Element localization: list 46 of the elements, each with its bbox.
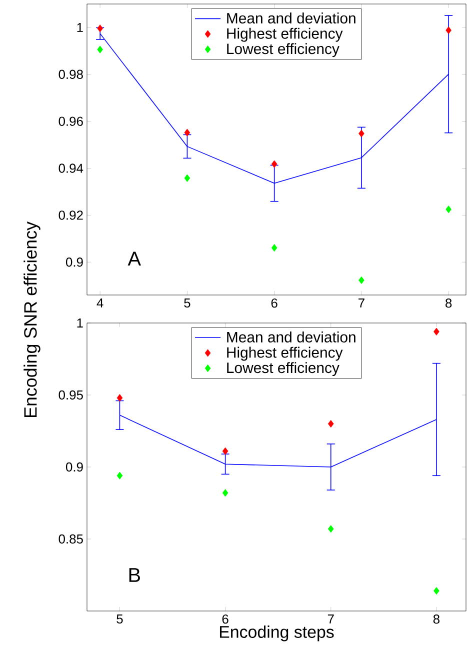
point xyxy=(184,174,190,182)
x-tick-label: 6 xyxy=(271,298,278,308)
x-tick-label: 5 xyxy=(116,614,123,624)
point xyxy=(328,420,334,428)
y-tick-label: 1 xyxy=(77,318,83,328)
point xyxy=(434,587,440,595)
annotation: A xyxy=(128,252,141,266)
point xyxy=(184,128,190,136)
annotation: B xyxy=(129,568,140,582)
legend-label: Lowest efficiency xyxy=(227,43,340,58)
y-tick-label: 0.9 xyxy=(66,258,83,267)
point xyxy=(271,160,278,168)
point xyxy=(271,244,278,252)
y-tick-label: 0.95 xyxy=(58,390,83,400)
point xyxy=(222,447,228,455)
y-tick-label: 0.92 xyxy=(58,210,83,220)
point xyxy=(116,472,123,480)
x-tick-label: 7 xyxy=(358,298,364,308)
legend-label: Lowest efficiency xyxy=(227,362,340,376)
x-tick-label: 4 xyxy=(96,298,104,308)
x-axis-title: Encoding steps xyxy=(220,626,334,642)
point xyxy=(358,130,364,138)
y-tick-label: 0.98 xyxy=(58,70,83,79)
point xyxy=(446,206,452,214)
y-axis-title: Encoding SNR efficiency xyxy=(24,222,40,418)
point xyxy=(97,46,103,54)
y-tick-label: 0.94 xyxy=(58,164,84,173)
x-tick-label: 5 xyxy=(184,298,190,308)
x-tick-label: 8 xyxy=(433,614,440,624)
point xyxy=(116,394,123,402)
point xyxy=(222,489,228,497)
point xyxy=(358,276,364,284)
x-tick-label: 8 xyxy=(446,298,452,308)
y-tick-label: 0.85 xyxy=(58,534,83,544)
y-tick-label: 1 xyxy=(77,23,83,32)
legend-label: Highest efficiency xyxy=(227,346,343,361)
point xyxy=(434,328,440,336)
y-tick-label: 0.9 xyxy=(66,462,83,472)
x-tick-label: 7 xyxy=(328,614,334,624)
legend-label: Mean and deviation xyxy=(227,12,356,24)
point xyxy=(328,525,334,533)
legend-label: Highest efficiency xyxy=(227,28,343,42)
point xyxy=(446,26,452,34)
x-tick-label: 6 xyxy=(222,614,228,624)
y-tick-label: 0.96 xyxy=(58,116,83,126)
legend-label: Mean and deviation xyxy=(227,332,356,342)
